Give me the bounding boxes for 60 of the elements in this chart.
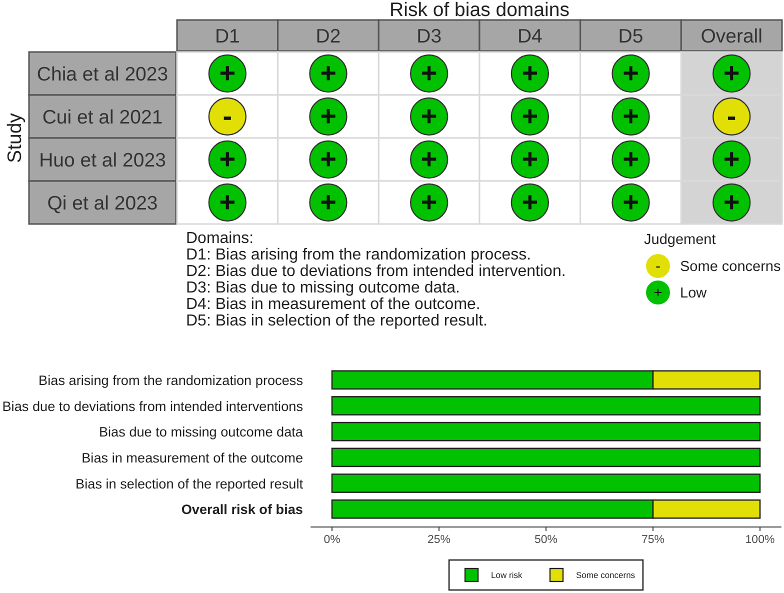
text: D1: Bias arising from the randomization process.	[186, 246, 532, 264]
legend-title: Judgement	[644, 232, 716, 248]
legend-label: Some concerns	[576, 570, 636, 580]
text: +	[420, 186, 438, 218]
y-tick-label: Huo et al 2023	[39, 150, 166, 172]
x-tick-label: 0%	[324, 534, 340, 546]
text: +	[420, 100, 438, 132]
text: +	[219, 58, 236, 88]
text: +	[622, 58, 639, 88]
legend-label: Low risk	[491, 570, 523, 580]
x-tick-label: 50%	[534, 534, 558, 546]
text: +	[654, 284, 662, 302]
text: -	[726, 100, 736, 132]
x-tick-label: 100%	[745, 534, 775, 546]
x-tick-label: 25%	[427, 534, 451, 546]
text: +	[320, 58, 336, 88]
legend-label: Some concerns	[680, 259, 781, 275]
text: +	[420, 144, 438, 174]
text: D2: Bias due to deviations from intended intervention.	[186, 263, 566, 280]
text: +	[622, 100, 639, 132]
text: +	[320, 186, 336, 218]
text: +	[723, 186, 740, 218]
text: +	[522, 58, 538, 88]
y-tick-label: Overall risk of bias	[181, 502, 303, 518]
y-tick-label: Bias due to missing outcome data	[98, 424, 304, 440]
x-tick-label: D3	[416, 26, 442, 48]
y-tick-label: Chia et al 2023	[36, 64, 168, 86]
y-tick-label: Qi et al 2023	[47, 192, 158, 214]
text: D4: Bias in measurement of the outcome.	[186, 296, 480, 313]
text: +	[522, 186, 538, 218]
x-tick-label: D1	[214, 26, 240, 48]
y-tick-label: Bias in measurement of the outcome	[82, 450, 303, 466]
y-axis-title: Study	[4, 112, 26, 163]
y-tick-label: Bias in selection of the reported result	[76, 476, 304, 492]
x-tick-label: D5	[618, 26, 644, 48]
text: +	[723, 144, 740, 174]
text: +	[522, 100, 538, 132]
text: D5: Bias in selection of the reported result.	[186, 312, 488, 330]
x-tick-label: D2	[316, 26, 341, 48]
text: D3: Bias due to missing outcome data.	[186, 280, 460, 296]
text: +	[219, 186, 236, 218]
text: +	[522, 144, 538, 174]
y-tick-label: Bias due to deviations from intended interventions	[2, 398, 304, 414]
x-tick-label: Overall	[700, 26, 762, 48]
legend-label: Low	[680, 286, 708, 302]
text: +	[219, 144, 236, 174]
chart-title: Risk of bias domains	[390, 0, 570, 21]
text: +	[622, 144, 639, 174]
text: +	[320, 144, 336, 174]
text: +	[420, 58, 438, 88]
text: +	[320, 100, 336, 132]
text: -	[656, 258, 660, 275]
text: Domains:	[186, 230, 254, 247]
y-tick-label: Bias arising from the randomization process	[38, 372, 304, 388]
x-tick-label: 75%	[641, 534, 665, 546]
y-tick-label: Cui et al 2021	[42, 106, 163, 128]
x-tick-label: D4	[517, 26, 543, 48]
text: +	[723, 58, 740, 88]
text: +	[622, 186, 639, 218]
text: -	[222, 100, 232, 132]
